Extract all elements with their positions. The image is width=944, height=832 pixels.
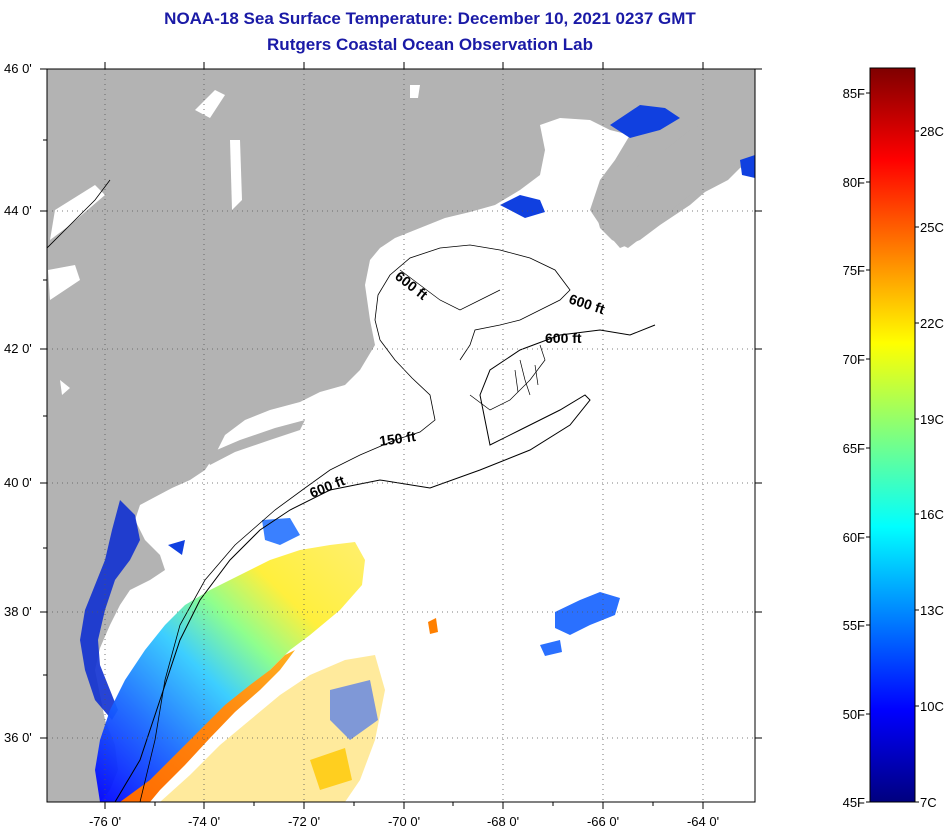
colorbar-c-label: 22C bbox=[920, 316, 944, 331]
contour-label: 600 ft bbox=[545, 330, 582, 346]
sst-patch bbox=[310, 748, 352, 790]
colorbar-c-label: 10C bbox=[920, 699, 944, 714]
map-title: NOAA-18 Sea Surface Temperature: Decembe… bbox=[164, 9, 696, 28]
isobath-line bbox=[469, 344, 546, 411]
lat-label: 38 0' bbox=[4, 604, 32, 619]
lon-label: -72 0' bbox=[288, 814, 320, 829]
lake bbox=[60, 380, 70, 395]
lat-label: 36 0' bbox=[4, 730, 32, 745]
colorbar-c-label: 19C bbox=[920, 412, 944, 427]
lat-label: 42 0' bbox=[4, 341, 32, 356]
lat-label: 44 0' bbox=[4, 203, 32, 218]
graticule bbox=[47, 69, 755, 802]
river-line bbox=[47, 179, 111, 249]
lon-label: -74 0' bbox=[188, 814, 220, 829]
colorbar-f-label: 50F bbox=[843, 707, 865, 722]
lon-label: -66 0' bbox=[587, 814, 619, 829]
lake bbox=[410, 85, 420, 98]
sst-patch bbox=[330, 680, 378, 740]
colorbar-f-label: 65F bbox=[843, 441, 865, 456]
colorbar-f-label: 60F bbox=[843, 530, 865, 545]
colorbar-c-label: 7C bbox=[920, 795, 937, 810]
tick-marks bbox=[40, 62, 762, 809]
chesapeake-bay bbox=[80, 500, 140, 720]
colorbar-c-label: 16C bbox=[920, 507, 944, 522]
lat-label: 46 0' bbox=[4, 61, 32, 76]
long-island bbox=[205, 420, 305, 465]
sst-patch bbox=[740, 155, 755, 178]
land-nova-scotia bbox=[595, 105, 755, 248]
map-frame bbox=[46, 68, 756, 803]
lon-label: -68 0' bbox=[487, 814, 519, 829]
lon-label: -64 0' bbox=[687, 814, 719, 829]
sst-patch bbox=[262, 518, 300, 545]
lon-label: -76 0' bbox=[89, 814, 121, 829]
colorbar-f-label: 55F bbox=[843, 618, 865, 633]
sst-patch bbox=[540, 640, 562, 656]
colorbar-f-label: 45F bbox=[843, 795, 865, 810]
sst-patch bbox=[428, 618, 438, 634]
colorbar-f-label: 75F bbox=[843, 263, 865, 278]
map-subtitle: Rutgers Coastal Ocean Observation Lab bbox=[267, 35, 593, 54]
sst-patch bbox=[610, 105, 680, 138]
sst-patch bbox=[555, 592, 620, 635]
colorbar-c-label: 28C bbox=[920, 124, 944, 139]
colorbar-f-label: 80F bbox=[843, 175, 865, 190]
lake bbox=[195, 90, 225, 118]
lat-label: 40 0' bbox=[4, 475, 32, 490]
isobath-150ft bbox=[139, 244, 571, 802]
colorbar-c-label: 13C bbox=[920, 603, 944, 618]
isobath-600ft bbox=[114, 324, 656, 802]
colorbar bbox=[869, 67, 916, 803]
lake bbox=[230, 140, 242, 210]
colorbar-ticks bbox=[866, 92, 919, 803]
lake bbox=[50, 185, 105, 240]
colorbar-f-label: 70F bbox=[843, 352, 865, 367]
lake bbox=[48, 265, 80, 300]
land-mass bbox=[47, 69, 755, 802]
sst-patch bbox=[168, 540, 185, 555]
contour-label: 150 ft bbox=[378, 428, 417, 449]
gulf-stream bbox=[120, 650, 295, 802]
isobath-line bbox=[514, 359, 539, 396]
lon-label: -70 0' bbox=[388, 814, 420, 829]
colorbar-f-label: 85F bbox=[843, 86, 865, 101]
colorbar-c-label: 25C bbox=[920, 220, 944, 235]
sst-patch bbox=[500, 195, 545, 218]
isobath-line bbox=[399, 269, 501, 311]
sst-plume bbox=[95, 542, 365, 802]
